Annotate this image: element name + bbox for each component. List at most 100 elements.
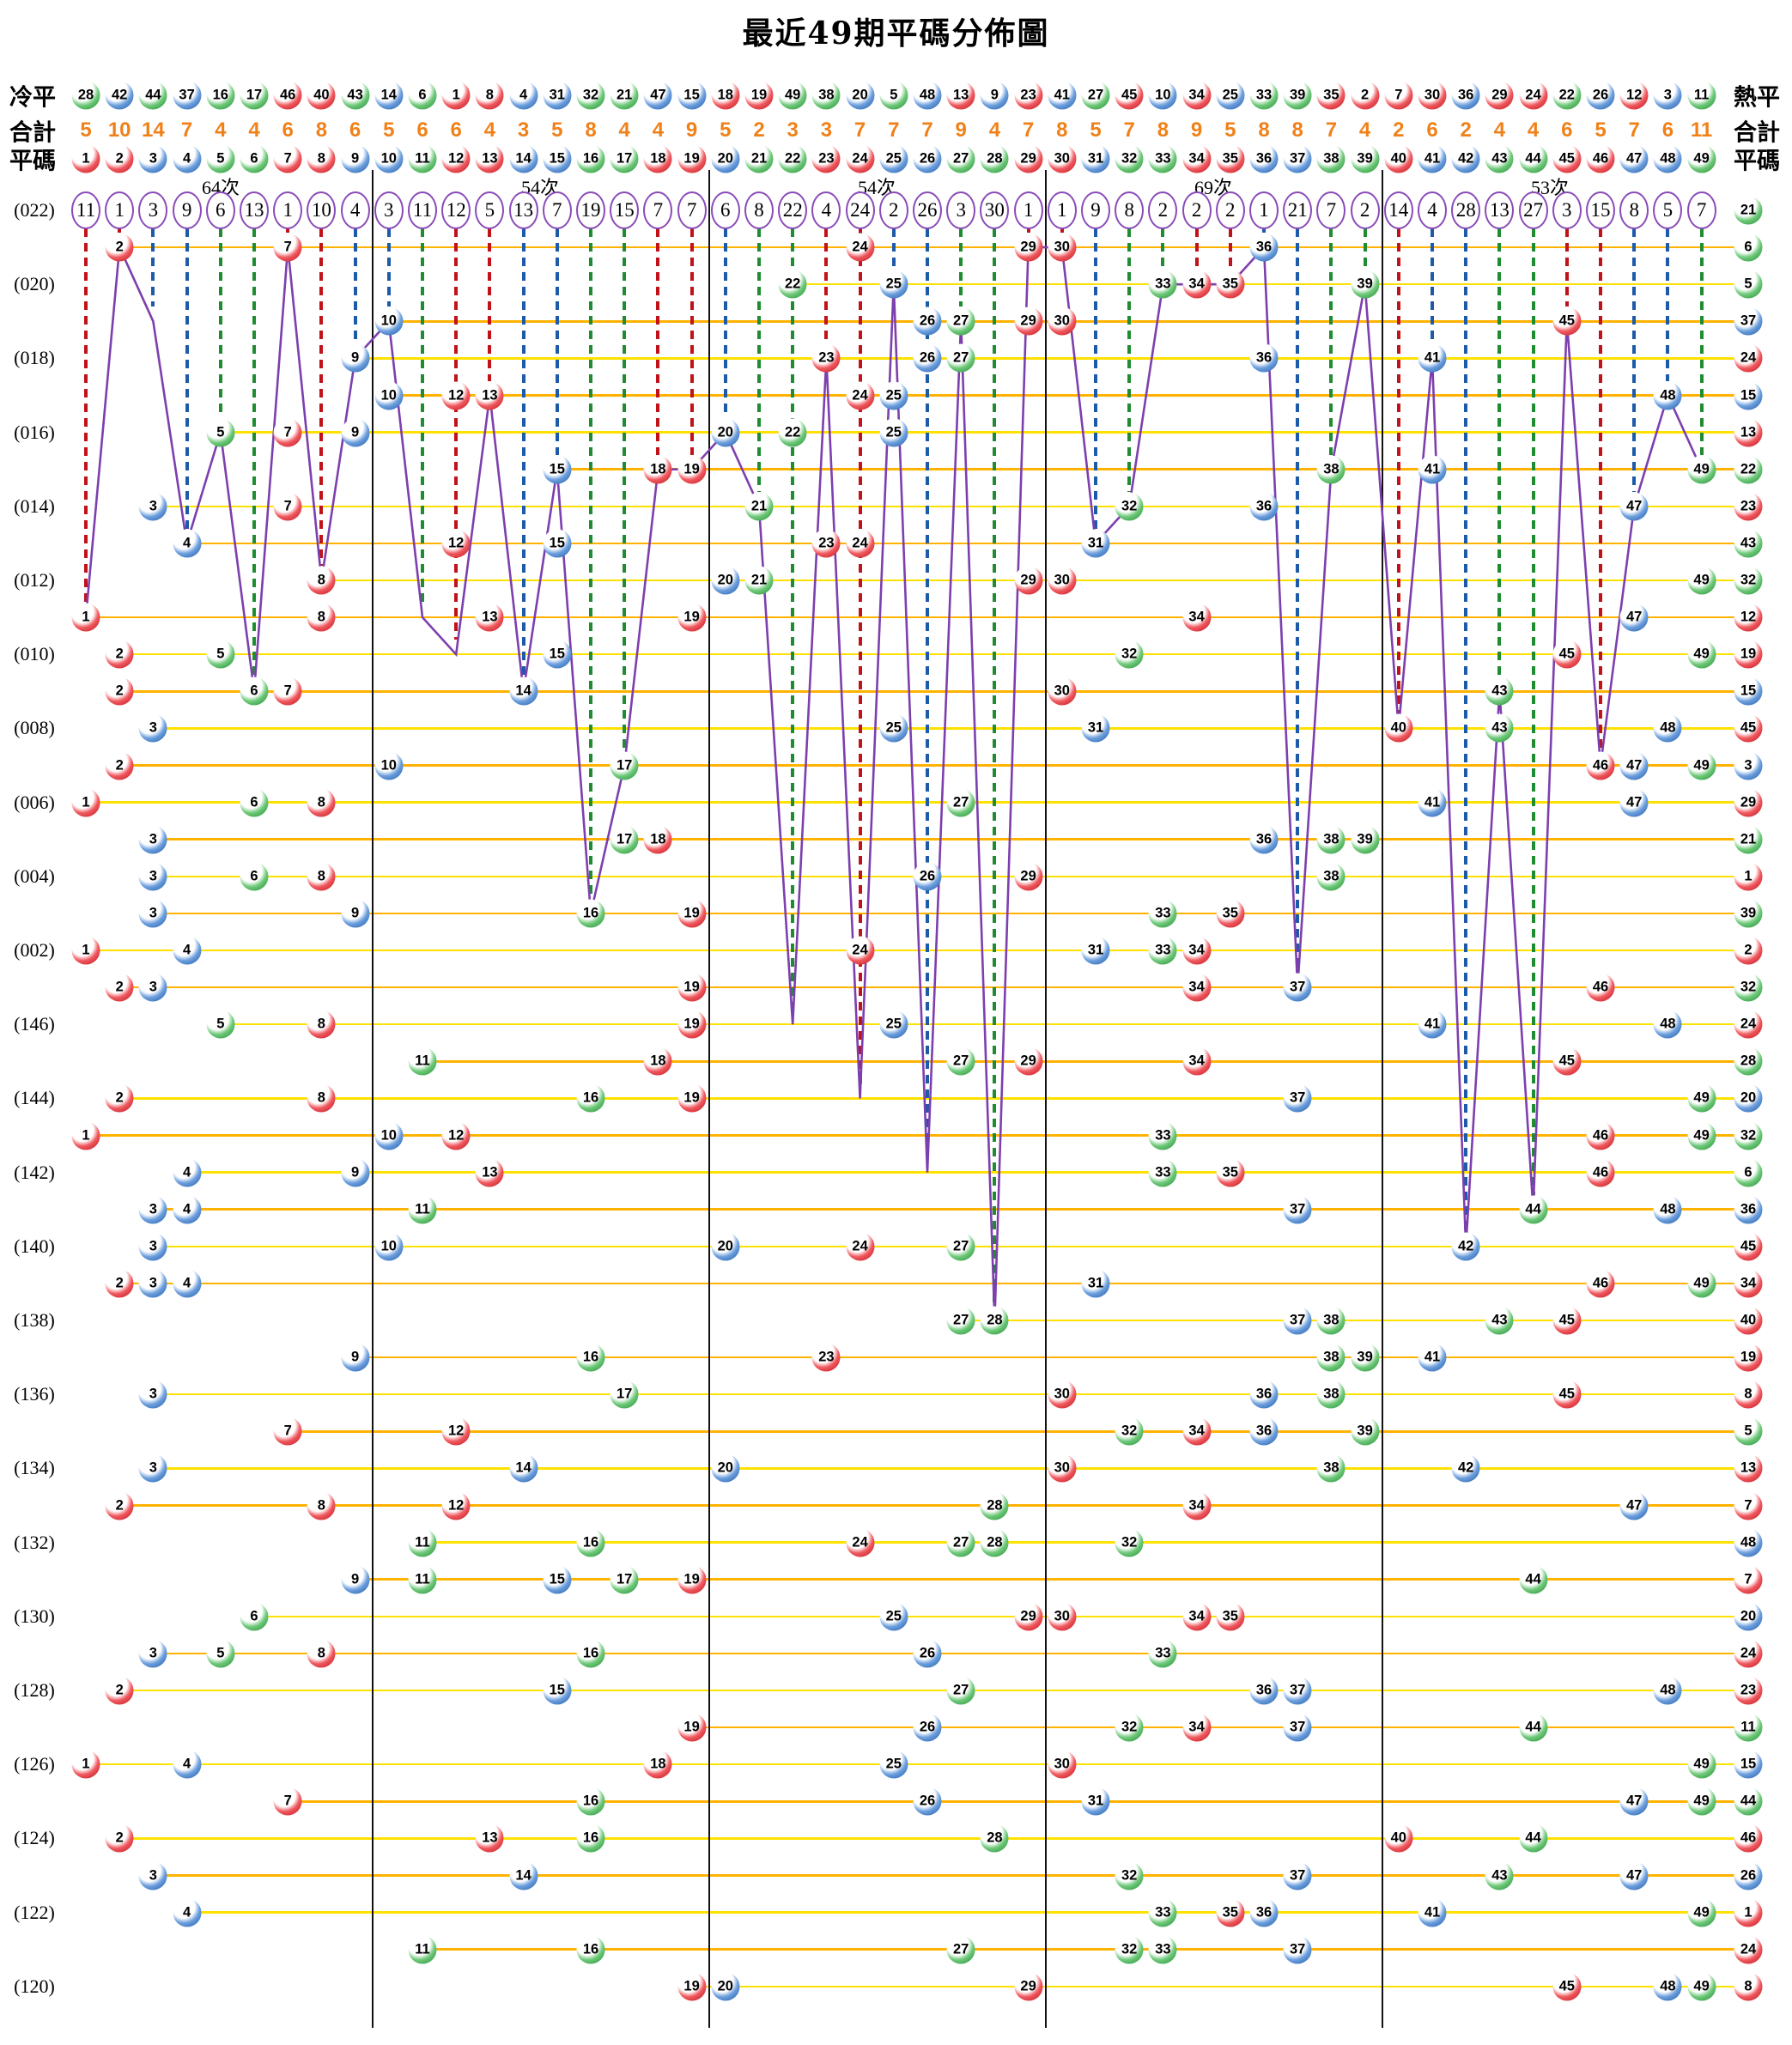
row-line [422,1541,1748,1544]
code-row-ball: 5 [206,144,235,173]
grid-ball: 19 [677,899,707,928]
dashed-leader-line [1194,228,1199,270]
dashed-leader-line [1329,228,1333,455]
grid-ball: 4 [173,1750,202,1779]
grid-ball: 25 [879,270,908,299]
right-column-ball: 3 [1734,751,1763,780]
grid-ball: 40 [1384,1824,1413,1853]
grid-ball: 26 [913,1713,942,1742]
row-label: (132) [14,1531,55,1553]
right-column-ball: 32 [1734,566,1763,595]
grid-ball: 47 [1619,492,1649,521]
grid-ball: 19 [677,1010,707,1039]
cold-row-ball: 4 [509,81,538,110]
row-label: (124) [14,1827,55,1849]
row-line [186,1911,1748,1914]
code-row-ball: 22 [778,144,807,173]
grid-ball: 10 [374,1232,404,1261]
dashed-leader-line [1699,228,1704,455]
grid-ball: 19 [677,1565,707,1594]
grid-ball: 49 [1687,1787,1716,1816]
right-column-ball: 28 [1734,1047,1763,1076]
dashed-leader-line [1262,228,1266,234]
grid-ball: 13 [475,1824,504,1853]
grid-ball: 28 [980,1824,1009,1853]
code-row-ball: 23 [811,144,841,173]
grid-ball: 1 [71,1121,100,1150]
grid-ball: 17 [610,1565,639,1594]
dashed-leader-line [1363,228,1367,270]
row-label: (134) [14,1457,55,1479]
dashed-leader-line [1564,228,1569,307]
grid-ball: 20 [711,1972,740,2001]
code-row-ball: 31 [1081,144,1110,173]
code-row-ball: 46 [1586,144,1615,173]
total-label-left: 合計 [9,119,56,146]
right-column-ball: 11 [1734,1713,1763,1742]
total-label-right: 合計 [1734,119,1780,146]
grid-ball: 17 [610,1380,639,1409]
grid-ball: 13 [475,603,504,632]
right-column-ball: 29 [1734,788,1763,817]
row-label: (126) [14,1753,55,1775]
gap-circle: 2 [1215,191,1245,229]
grid-ball: 32 [1115,1713,1144,1742]
grid-ball: 19 [677,455,707,484]
grid-ball: 47 [1619,1491,1649,1520]
grid-ball: 7 [273,677,302,706]
code-row-ball: 13 [475,144,504,173]
total-value: 4 [248,118,260,142]
grid-ball: 38 [1316,1380,1346,1409]
total-value: 3 [820,118,833,142]
grid-ball: 4 [173,1195,202,1224]
cold-row-ball: 25 [1216,81,1245,110]
cold-row-ball: 1 [441,81,471,110]
total-value: 8 [1291,118,1303,142]
row-label: (010) [14,643,55,665]
code-row-ball: 6 [240,144,269,173]
right-column-ball: 24 [1734,1639,1763,1668]
grid-ball: 14 [509,1453,538,1483]
grid-ball: 38 [1316,1306,1346,1335]
dashed-leader-line [1497,228,1502,677]
grid-ball: 48 [1653,1010,1682,1039]
grid-ball: 3 [138,1232,167,1261]
row-label: (022) [14,199,55,221]
row-label: (130) [14,1605,55,1627]
grid-ball: 43 [1485,713,1514,743]
grid-ball: 41 [1418,1343,1447,1372]
right-column-ball: 6 [1734,1158,1763,1187]
row-line [691,1726,1748,1729]
grid-ball: 46 [1586,973,1615,1002]
grid-ball: 33 [1148,1898,1177,1927]
total-value: 6 [416,118,428,142]
grid-ball: 38 [1316,862,1346,891]
total-value: 5 [1595,118,1607,142]
row-line [355,1578,1748,1581]
code-row-ball: 37 [1283,144,1312,173]
code-row-ball: 9 [341,144,370,173]
total-value: 9 [1190,118,1203,142]
grid-ball: 20 [711,418,740,447]
gap-circle: 1 [1047,191,1077,229]
code-row-ball: 15 [543,144,572,173]
code-row-ball: 36 [1249,144,1279,173]
cold-row-ball: 3 [1653,81,1682,110]
right-column-ball: 24 [1734,343,1763,373]
dashed-leader-line [1632,228,1637,492]
gap-circle: 13 [1485,191,1515,229]
dashed-leader-line [757,228,761,492]
code-row-ball: 47 [1619,144,1649,173]
grid-ball: 33 [1148,1935,1177,1964]
total-value: 2 [1393,118,1405,142]
cold-row-ball: 22 [1552,81,1582,110]
grid-ball: 2 [105,233,134,262]
total-value: 7 [1022,118,1035,142]
gap-circle: 26 [913,191,942,229]
right-column-ball: 19 [1734,1343,1763,1372]
divider-line [1045,170,1048,2028]
grid-ball: 14 [509,1861,538,1890]
grid-ball: 31 [1081,1269,1110,1298]
total-value: 11 [1690,118,1713,142]
grid-ball: 24 [846,936,875,965]
